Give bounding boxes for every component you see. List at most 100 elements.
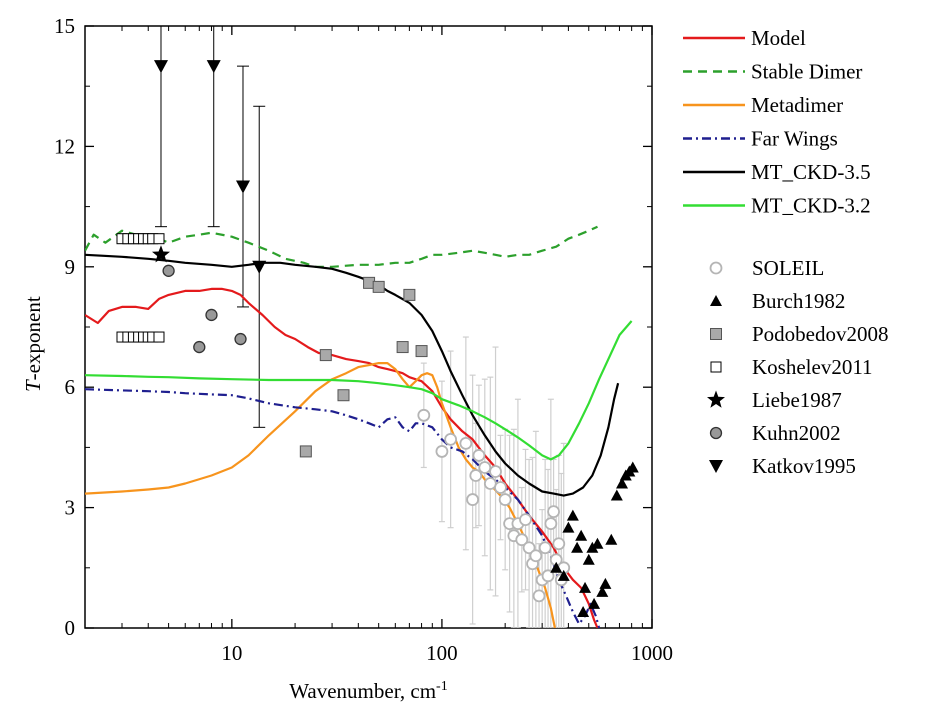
series-lines [85, 225, 633, 628]
x-tick-label: 1000 [631, 641, 673, 665]
marker-soleil [547, 505, 560, 519]
legend-marker [710, 328, 722, 340]
legend-label: Kuhn2002 [752, 421, 841, 445]
marker-soleil [489, 465, 502, 478]
marker-liebe1987 [152, 245, 170, 263]
marker-burch1982 [550, 561, 563, 573]
marker-burch1982 [591, 537, 604, 549]
marker-burch1982 [577, 605, 590, 617]
marker-soleil [552, 537, 566, 551]
marker-layer [116, 60, 639, 617]
marker-koshelev2011 [153, 331, 165, 343]
marker-burch1982 [575, 529, 588, 541]
marker-soleil [532, 589, 546, 603]
marker-soleil [538, 541, 552, 555]
marker-burch1982 [557, 569, 570, 581]
marker-podobedov2008 [396, 341, 409, 354]
y-tick-label: 6 [65, 375, 76, 399]
marker-koshelev2011 [153, 233, 165, 245]
x-tick-label: 100 [426, 641, 458, 665]
marker-kuhn2002 [234, 332, 247, 346]
marker-soleil [544, 517, 558, 531]
y-axis-label-italic: T [21, 379, 45, 392]
marker-katkov1995 [235, 180, 250, 194]
marker-burch1982 [610, 489, 623, 501]
marker-katkov1995 [153, 60, 168, 74]
y-tick-label: 15 [54, 14, 75, 38]
x-axis-label: Wavenumber, cm-1 [289, 679, 447, 703]
legend-label: SOLEIL [752, 256, 824, 280]
marker-soleil [522, 541, 536, 555]
marker-burch1982 [605, 533, 618, 545]
marker-soleil [469, 469, 483, 482]
marker-podobedov2008 [372, 280, 385, 293]
y-tick-label: 9 [65, 255, 76, 279]
marker-soleil [417, 408, 431, 422]
legend-label: Metadimer [751, 93, 843, 117]
marker-kuhn2002 [162, 264, 175, 277]
legend-label: Burch1982 [752, 289, 845, 313]
marker-podobedov2008 [415, 345, 428, 358]
marker-burch1982 [588, 597, 601, 609]
legend-label: Koshelev2011 [752, 355, 873, 379]
axes-frame [84, 25, 653, 629]
legend-marker [709, 460, 723, 473]
legend-label: MT_CKD-3.2 [751, 194, 871, 218]
marker-burch1982 [566, 509, 579, 521]
legend-marker [709, 261, 723, 275]
legend-marker [710, 361, 722, 373]
marker-burch1982 [582, 553, 595, 565]
soleil-error-bars [154, 26, 567, 628]
series-layer [85, 26, 633, 628]
marker-soleil [498, 493, 512, 506]
axis-ticks: 0 3 6 9 12 15 10 100 1000 [54, 14, 673, 665]
series-line-mt-ckd-3-2 [85, 320, 633, 461]
plot-frame [84, 25, 653, 629]
y-axis-label: T-exponent [21, 296, 45, 392]
marker-soleil [541, 569, 555, 583]
marker-burch1982 [596, 585, 609, 597]
legend-label: Stable Dimer [751, 60, 862, 84]
marker-burch1982 [616, 477, 629, 489]
y-tick-label: 0 [65, 616, 76, 640]
legend-label: Katkov1995 [752, 454, 856, 478]
legend-marker [707, 390, 725, 408]
marker-soleil [459, 436, 473, 450]
legend-label: Model [751, 26, 806, 50]
legend: Model Stable Dimer Metadimer Far Wings MT_CK… [683, 26, 889, 478]
series-line-mt-ckd-3-5 [85, 253, 620, 497]
marker-katkov1995 [252, 260, 267, 274]
marker-soleil [515, 533, 529, 547]
legend-label: Liebe1987 [752, 388, 842, 412]
marker-burch1982 [599, 577, 612, 589]
marker-burch1982 [571, 541, 584, 553]
marker-soleil [435, 445, 449, 458]
marker-kuhn2002 [205, 308, 218, 322]
marker-soleil [478, 461, 492, 474]
marker-podobedov2008 [299, 445, 312, 458]
marker-burch1982 [562, 521, 575, 533]
legend-label: Far Wings [751, 127, 838, 151]
marker-burch1982 [626, 461, 639, 473]
y-tick-label: 12 [54, 134, 75, 158]
marker-soleil [494, 481, 507, 494]
marker-katkov1995 [206, 60, 221, 74]
legend-label: Podobedov2008 [752, 322, 889, 346]
marker-podobedov2008 [337, 389, 350, 402]
marker-burch1982 [579, 581, 592, 593]
legend-label: MT_CKD-3.5 [751, 160, 871, 184]
marker-soleil [519, 513, 532, 527]
marker-soleil [466, 493, 480, 506]
marker-soleil [444, 432, 458, 446]
series-markers [116, 60, 639, 617]
marker-soleil [472, 449, 486, 462]
y-tick-label: 3 [65, 496, 76, 520]
marker-podobedov2008 [403, 288, 416, 301]
y-axis-label-rest: -exponent [21, 296, 45, 380]
marker-soleil [529, 549, 543, 563]
x-axis-label-text: Wavenumber, cm [289, 679, 436, 703]
marker-kuhn2002 [193, 340, 206, 354]
legend-marker [709, 426, 723, 440]
marker-podobedov2008 [319, 349, 332, 362]
